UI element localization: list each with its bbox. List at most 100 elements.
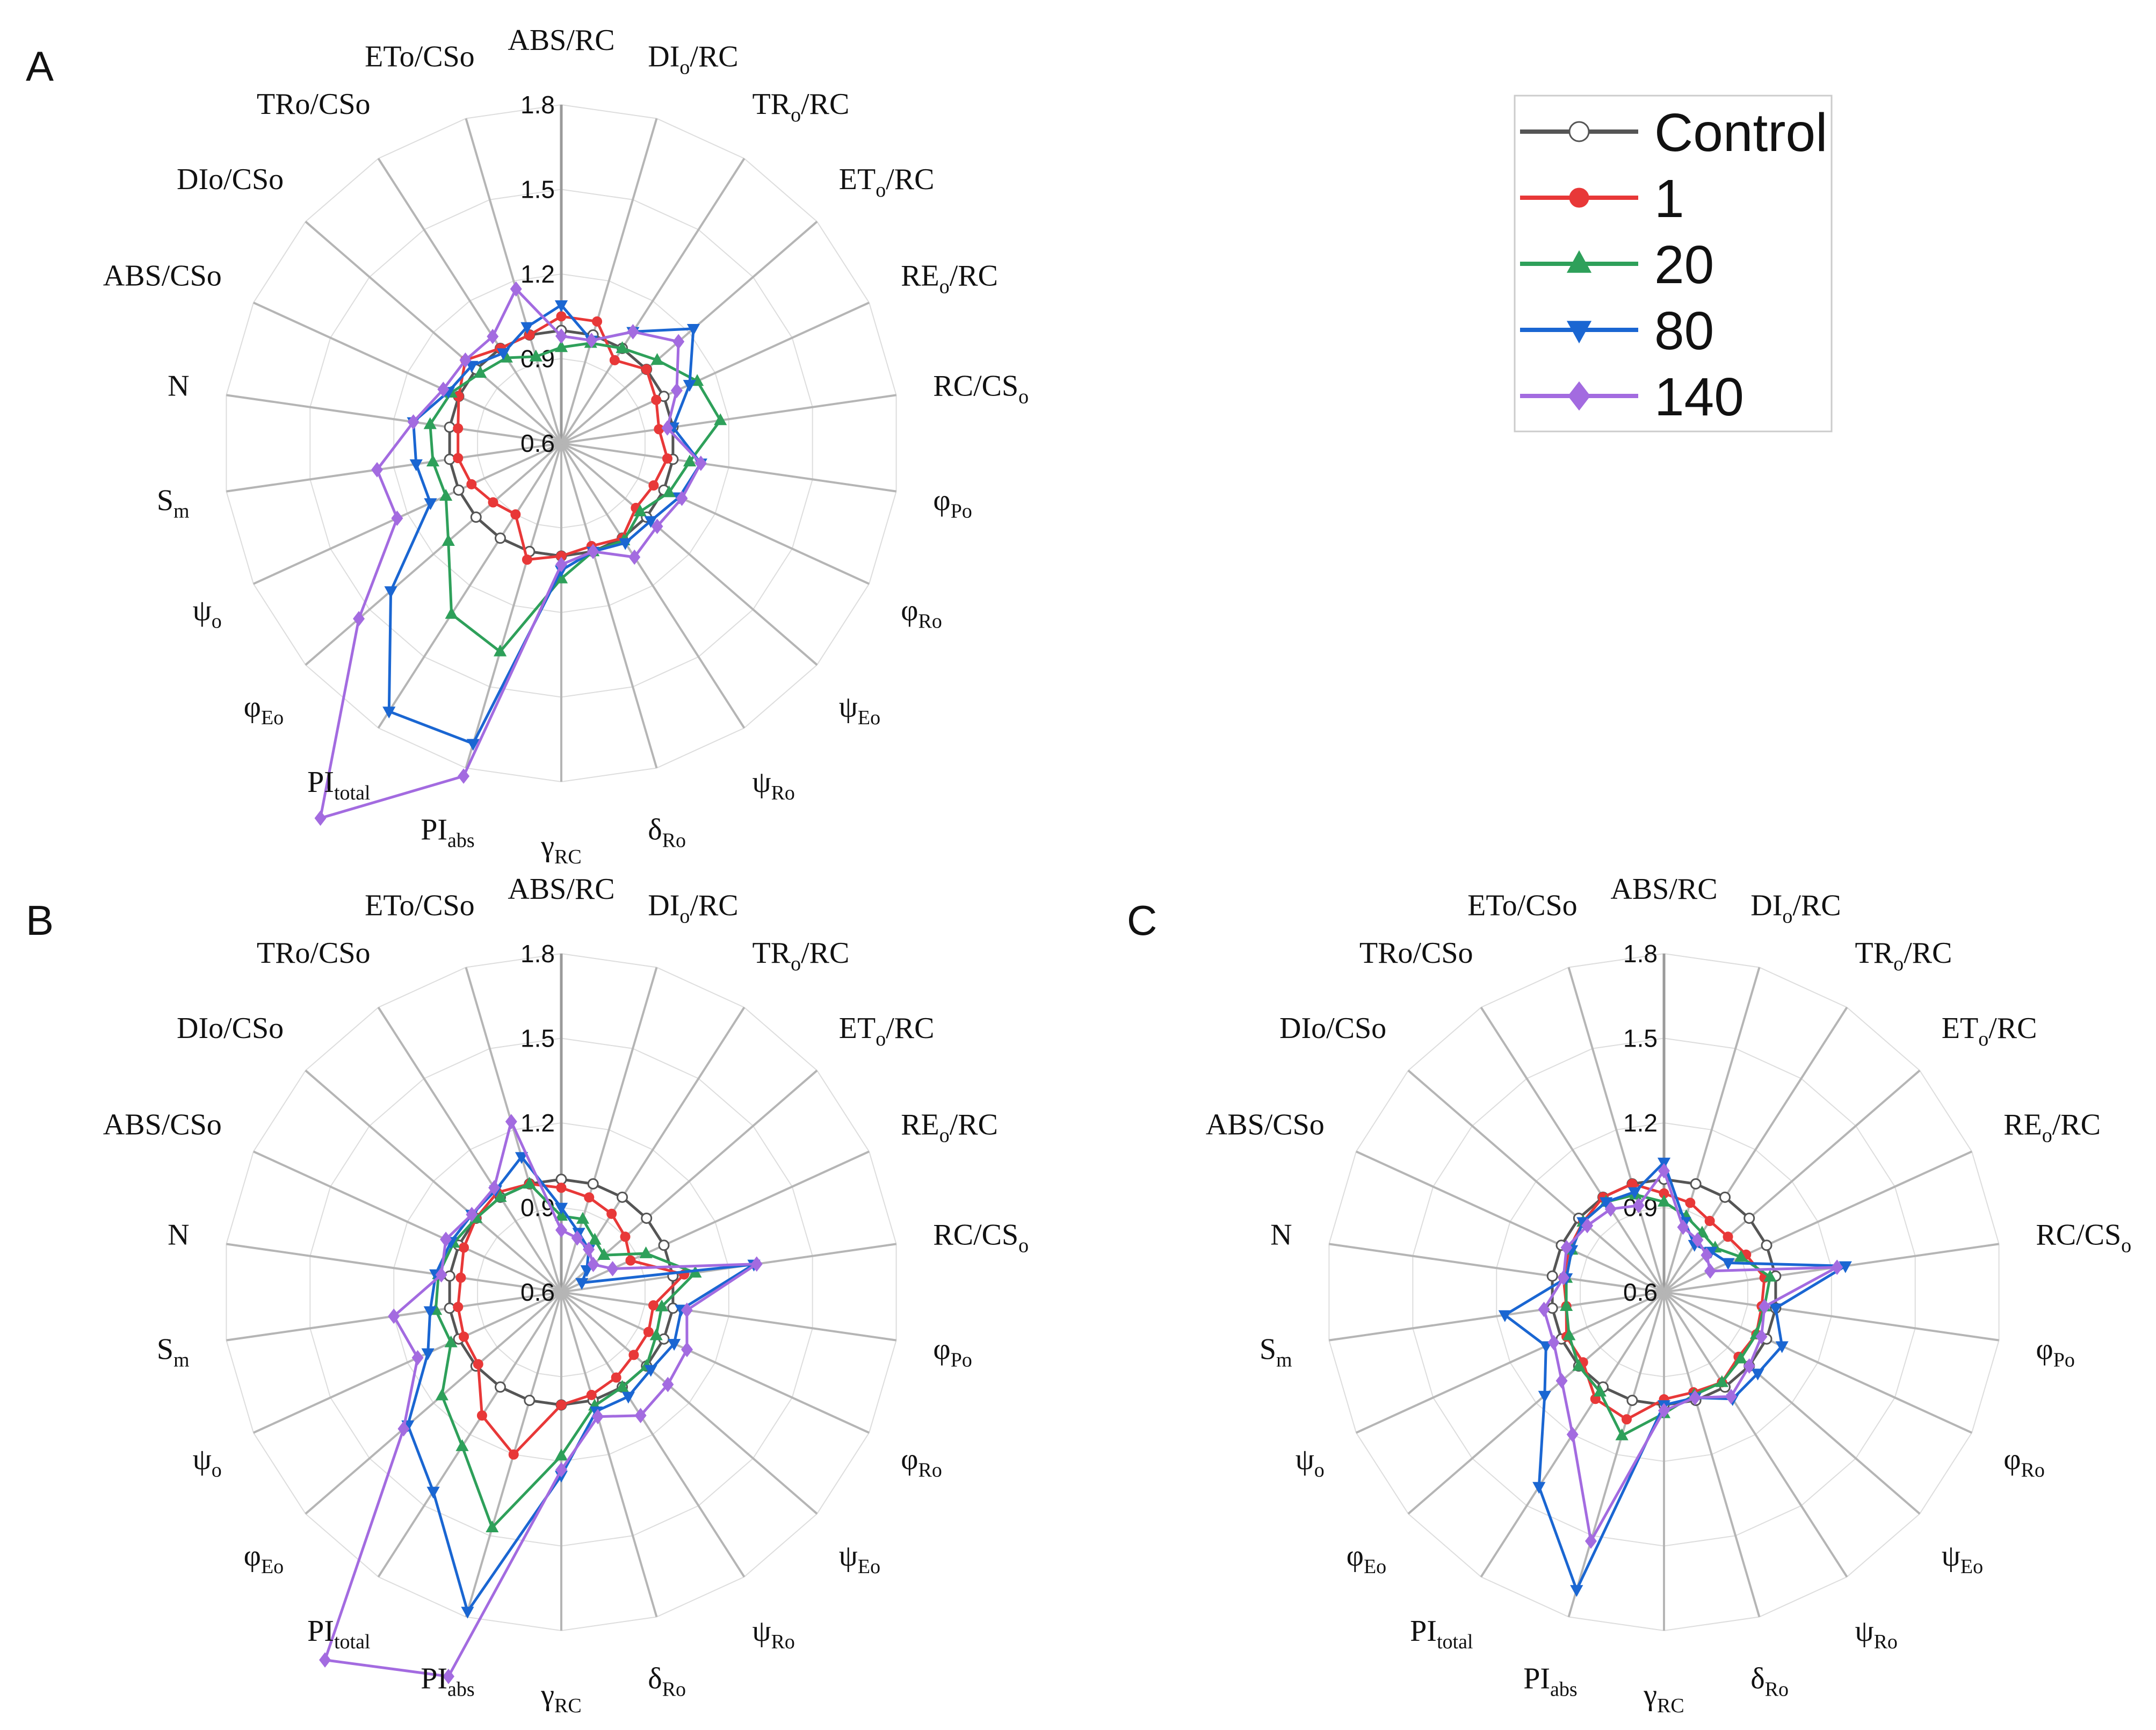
data-point-20 xyxy=(649,1328,663,1340)
axis-label: DIo/RC xyxy=(648,40,738,78)
data-point-140 xyxy=(651,518,663,535)
data-point-20 xyxy=(435,1388,448,1401)
axis-label: RC/CSo xyxy=(933,369,1029,408)
data-point-1 xyxy=(643,1327,654,1337)
axis-spoke xyxy=(560,1292,658,1618)
legend-label-80: 80 xyxy=(1654,301,1714,361)
data-point-20 xyxy=(439,488,453,501)
data-point-80 xyxy=(409,459,423,472)
axis-spoke xyxy=(465,118,562,444)
axis-label: ψRo xyxy=(753,766,795,804)
data-point-80 xyxy=(1600,1197,1613,1209)
data-point-1 xyxy=(508,1449,519,1460)
radial-tick-label: 0.6 xyxy=(520,429,555,457)
axis-spoke xyxy=(377,442,562,729)
axis-label: REo/RC xyxy=(901,1108,998,1147)
legend-label-20: 20 xyxy=(1654,235,1714,295)
axis-label: ETo/CSo xyxy=(365,40,475,73)
data-point-140 xyxy=(437,381,450,397)
data-point-80 xyxy=(619,538,632,550)
data-point-140 xyxy=(371,462,384,478)
data-point-20 xyxy=(1657,1194,1671,1207)
data-point-1 xyxy=(488,497,498,508)
data-point-1 xyxy=(609,355,620,365)
axis-spoke xyxy=(1329,1243,1665,1293)
data-point-1 xyxy=(473,1359,483,1369)
data-point-1 xyxy=(1704,1216,1715,1227)
data-point-control xyxy=(1546,1270,1558,1282)
data-point-140 xyxy=(606,1261,619,1277)
axis-spoke xyxy=(1663,1292,1761,1618)
axis-spoke xyxy=(560,442,746,729)
axis-spoke xyxy=(1480,1006,1665,1293)
data-point-1 xyxy=(625,1255,636,1266)
radial-tick-label: 1.2 xyxy=(520,260,555,288)
axis-spoke xyxy=(1407,1069,1665,1293)
panel-letter-a: A xyxy=(26,42,54,90)
data-point-control xyxy=(494,532,506,544)
data-point-20 xyxy=(633,504,647,517)
axis-label: ETo/RC xyxy=(839,163,935,201)
axis-spoke xyxy=(560,1291,746,1578)
axis-label: Sm xyxy=(157,1333,190,1372)
data-point-1 xyxy=(592,316,603,327)
axis-spoke xyxy=(560,443,658,769)
data-point-20 xyxy=(494,644,507,657)
axis-label: DIo/CSo xyxy=(1279,1012,1386,1045)
axis-spoke xyxy=(465,443,562,769)
data-point-140 xyxy=(672,334,685,350)
data-point-20 xyxy=(1593,1385,1607,1397)
axis-spoke xyxy=(561,442,870,585)
data-point-140 xyxy=(662,1376,674,1393)
axis-label: N xyxy=(168,369,189,402)
data-point-140 xyxy=(1581,1217,1594,1234)
data-point-control xyxy=(444,1302,455,1314)
data-point-1 xyxy=(466,479,477,489)
data-point-140 xyxy=(466,1207,478,1222)
data-point-1 xyxy=(628,1350,639,1360)
axis-label: PItotal xyxy=(307,1614,370,1653)
data-point-140 xyxy=(1704,1263,1716,1279)
data-point-140 xyxy=(459,352,472,368)
radial-tick-label: 1.5 xyxy=(520,176,555,204)
data-point-140 xyxy=(585,333,598,348)
data-point-control xyxy=(494,1381,506,1393)
panel-letter-b: B xyxy=(26,897,54,944)
axis-spoke xyxy=(226,442,562,493)
radar-chart-a: 0.60.91.21.51.8ABS/RCDIo/RCTRo/RCETo/RCR… xyxy=(103,24,1029,868)
axis-spoke xyxy=(1663,1150,1972,1293)
legend-marker-80 xyxy=(1566,321,1592,344)
data-point-80 xyxy=(644,516,657,528)
data-point-80 xyxy=(1721,1258,1735,1270)
data-point-20 xyxy=(1562,1328,1576,1340)
axis-label: DIo/RC xyxy=(1750,889,1841,927)
axis-spoke xyxy=(560,1291,818,1515)
data-point-140 xyxy=(1547,1335,1560,1351)
data-point-140 xyxy=(1677,1219,1689,1235)
data-point-20 xyxy=(554,340,568,352)
data-point-control xyxy=(641,1212,653,1224)
data-point-control xyxy=(587,1178,599,1190)
axis-label: DIo/CSo xyxy=(177,1012,284,1045)
data-point-1 xyxy=(654,424,664,435)
axis-spoke xyxy=(560,442,818,666)
axis-label: φEo xyxy=(1347,1539,1387,1578)
axis-label: PIabs xyxy=(421,1662,474,1701)
data-point-control xyxy=(453,484,465,496)
data-point-140 xyxy=(1557,1270,1569,1286)
data-point-80 xyxy=(1839,1261,1852,1273)
axis-spoke xyxy=(377,1006,562,1293)
data-point-140 xyxy=(676,491,688,506)
data-point-1 xyxy=(606,1208,617,1219)
data-point-80 xyxy=(644,1365,657,1377)
data-point-20 xyxy=(523,1177,536,1189)
legend-label-1: 1 xyxy=(1654,169,1684,229)
data-point-20 xyxy=(554,571,568,583)
legend-marker-140 xyxy=(1568,381,1590,411)
axis-label: γRC xyxy=(540,830,581,868)
data-point-140 xyxy=(407,414,419,430)
axis-label: ABS/RC xyxy=(508,24,614,57)
data-point-80 xyxy=(554,300,568,312)
data-point-140 xyxy=(592,1409,604,1425)
data-point-140 xyxy=(411,1350,424,1366)
